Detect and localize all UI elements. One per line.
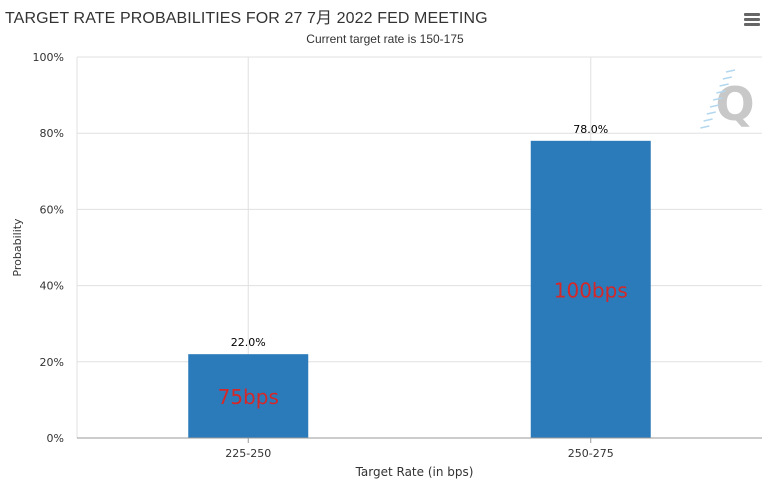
bar-data-label: 22.0% xyxy=(231,336,266,349)
menu-line xyxy=(744,13,760,16)
logo-stripe xyxy=(722,76,732,80)
bar-annotation: 75bps xyxy=(218,385,279,409)
bar-data-label: 78.0% xyxy=(573,123,608,136)
bar xyxy=(188,354,309,438)
y-tick-label: 60% xyxy=(40,203,64,216)
bar-annotation: 100bps xyxy=(554,278,628,302)
y-tick-label: 80% xyxy=(40,127,64,140)
bar xyxy=(530,140,651,438)
logo-stripe xyxy=(713,97,723,101)
hamburger-menu-icon[interactable] xyxy=(740,10,764,30)
y-tick-label: 40% xyxy=(40,280,64,293)
y-tick-label: 100% xyxy=(33,51,64,64)
logo-stripe xyxy=(703,118,713,122)
x-tick-label: 250-275 xyxy=(568,447,614,460)
logo-stripe xyxy=(706,111,716,115)
y-tick-label: 0% xyxy=(47,432,64,445)
chart-subtitle: Current target rate is 150-175 xyxy=(306,32,464,46)
logo-stripe xyxy=(719,83,729,87)
logo-stripe xyxy=(709,104,720,108)
y-tick-label: 20% xyxy=(40,356,64,369)
x-tick-label: 225-250 xyxy=(225,447,271,460)
logo-stripe xyxy=(700,125,710,129)
logo-stripe xyxy=(725,69,736,73)
x-axis-title: Target Rate (in bps) xyxy=(355,465,474,479)
chart-title: TARGET RATE PROBABILITIES FOR 27 7月 2022… xyxy=(5,10,488,27)
menu-line xyxy=(744,18,760,21)
y-axis-title: Probability xyxy=(11,218,24,277)
logo-stripe xyxy=(716,90,726,94)
menu-line xyxy=(744,23,760,26)
